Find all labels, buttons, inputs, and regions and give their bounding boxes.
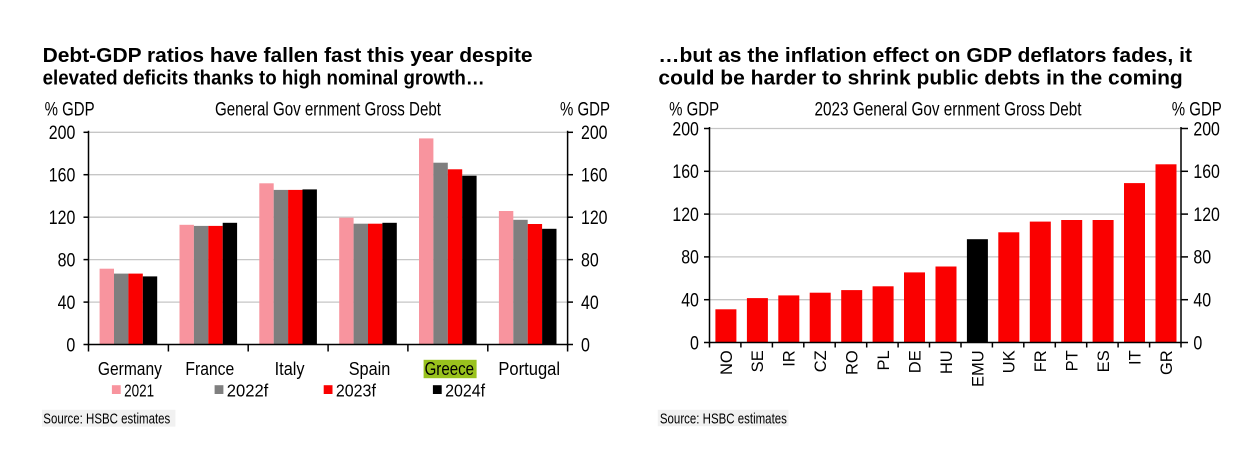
svg-text:200: 200 (672, 119, 699, 140)
svg-text:40: 40 (681, 291, 699, 312)
svg-text:PT: PT (1064, 350, 1082, 371)
svg-text:0: 0 (581, 335, 590, 356)
svg-text:% GDP: % GDP (560, 99, 610, 120)
svg-text:NO: NO (718, 350, 736, 375)
svg-text:IR: IR (781, 350, 799, 367)
svg-text:2022f: 2022f (227, 381, 269, 401)
svg-text:120: 120 (672, 205, 699, 226)
svg-text:elevated deficits thanks to hi: elevated deficits thanks to high nominal… (43, 67, 485, 90)
svg-text:% GDP: % GDP (669, 99, 719, 120)
svg-text:160: 160 (581, 166, 608, 187)
svg-text:FR: FR (1032, 350, 1050, 372)
svg-text:0: 0 (1193, 333, 1202, 354)
svg-text:General Gov ernment Gross Debt: General Gov ernment Gross Debt (215, 99, 442, 120)
svg-text:Greece: Greece (425, 358, 474, 379)
svg-text:200: 200 (581, 123, 608, 144)
svg-text:PL: PL (875, 350, 893, 370)
svg-text:Italy: Italy (275, 358, 306, 379)
svg-text:RO: RO (844, 350, 862, 375)
svg-text:40: 40 (1193, 291, 1211, 312)
svg-text:SE: SE (749, 350, 767, 372)
svg-text:Spain: Spain (349, 358, 391, 379)
svg-text:160: 160 (1193, 162, 1220, 183)
svg-text:Germany: Germany (98, 358, 163, 379)
svg-text:200: 200 (1193, 119, 1220, 140)
svg-text:160: 160 (49, 166, 76, 187)
svg-text:2024f: 2024f (445, 381, 485, 401)
svg-text:Portugal: Portugal (498, 358, 560, 379)
svg-text:2023 General Gov ernment Gross: 2023 General Gov ernment Gross Debt (815, 99, 1082, 120)
svg-text:2023f: 2023f (336, 381, 376, 401)
svg-text:…but as the inflation effect o: …but as the inflation effect on GDP defl… (658, 44, 1192, 67)
svg-text:0: 0 (66, 335, 75, 356)
svg-text:% GDP: % GDP (45, 99, 95, 120)
svg-text:160: 160 (672, 162, 699, 183)
svg-text:2021: 2021 (124, 381, 154, 401)
svg-text:0: 0 (690, 333, 699, 354)
svg-text:Source: HSBC estimates: Source: HSBC estimates (43, 412, 170, 428)
svg-text:CZ: CZ (812, 350, 830, 372)
svg-text:120: 120 (1193, 205, 1220, 226)
svg-text:ES: ES (1095, 350, 1113, 372)
svg-text:40: 40 (581, 293, 599, 314)
svg-text:Source: HSBC estimates: Source: HSBC estimates (660, 412, 787, 428)
svg-text:DE: DE (906, 350, 924, 373)
svg-text:80: 80 (58, 250, 76, 271)
svg-text:France: France (185, 358, 234, 379)
svg-text:UK: UK (1001, 350, 1019, 373)
svg-text:40: 40 (58, 293, 76, 314)
svg-text:HU: HU (938, 350, 956, 374)
svg-text:120: 120 (49, 208, 76, 229)
svg-text:80: 80 (1193, 248, 1211, 269)
svg-text:120: 120 (581, 208, 608, 229)
svg-text:200: 200 (49, 123, 76, 144)
svg-text:IT: IT (1127, 350, 1145, 365)
svg-text:GR: GR (1158, 350, 1176, 375)
svg-text:Debt-GDP ratios have fallen fa: Debt-GDP ratios have fallen fast this ye… (43, 44, 533, 67)
svg-text:% GDP: % GDP (1172, 99, 1222, 120)
svg-text:EMU: EMU (969, 350, 987, 387)
svg-text:80: 80 (681, 248, 699, 269)
svg-text:could be harder to shrink publ: could be harder to shrink public debts i… (658, 67, 1182, 90)
svg-text:80: 80 (581, 250, 599, 271)
